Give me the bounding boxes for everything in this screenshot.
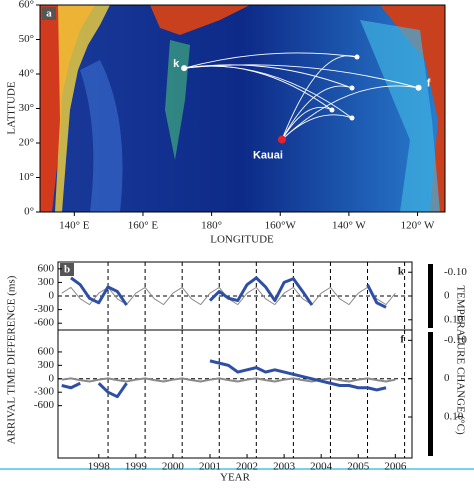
y2-tick-label: -0.10 bbox=[444, 266, 467, 278]
x-tick-label: 140° E bbox=[59, 220, 90, 232]
station bbox=[181, 65, 188, 72]
x-tick-label: 140° W bbox=[332, 220, 366, 232]
panel-label: a bbox=[46, 8, 52, 20]
ray-path bbox=[281, 106, 333, 140]
series-line bbox=[70, 276, 387, 309]
x-tick-label: 2005 bbox=[347, 461, 370, 473]
panel-tag: k bbox=[398, 266, 405, 278]
y2-tick-label: 0.10 bbox=[444, 313, 464, 325]
x-tick-label: 120° W bbox=[401, 220, 435, 232]
y2-tick-label: 0 bbox=[444, 290, 450, 302]
x-tick-label: 160°W bbox=[265, 220, 297, 232]
x-tick-label: 2002 bbox=[236, 461, 258, 473]
y-tick-label: 20° bbox=[19, 137, 34, 149]
station bbox=[415, 84, 422, 91]
panel-label-box bbox=[42, 7, 56, 20]
station-label: k bbox=[173, 58, 180, 70]
y-tick-label: 50° bbox=[19, 33, 34, 45]
y-tick-label: 300 bbox=[38, 359, 55, 371]
y-tick-label: 60° bbox=[19, 0, 34, 11]
y2-axis-bar bbox=[428, 264, 433, 328]
x-axis-title: YEAR bbox=[220, 472, 251, 484]
y2-axis-title: TEMPERATURE CHANGE (°C) bbox=[454, 285, 466, 435]
x-axis-title: LONGITUDE bbox=[210, 234, 274, 246]
y-axis-title: LATITUDE bbox=[6, 81, 18, 134]
y-tick-label: -600 bbox=[34, 317, 55, 329]
ray-path bbox=[184, 52, 358, 69]
ray-path bbox=[281, 55, 358, 140]
y-tick-label: 0° bbox=[24, 206, 34, 218]
station-label: Kauai bbox=[253, 149, 283, 161]
y2-tick-label: 0.10 bbox=[444, 411, 464, 423]
x-tick-label: 160° E bbox=[128, 220, 159, 232]
y2-tick-label: 0 bbox=[444, 372, 450, 384]
y-tick-label: 30° bbox=[19, 102, 34, 114]
y-tick-label: -600 bbox=[34, 399, 55, 411]
ray-path bbox=[281, 85, 419, 140]
x-tick-label: 2006 bbox=[384, 461, 407, 473]
x-tick-label: 1998 bbox=[88, 461, 111, 473]
y-tick-label: 10° bbox=[19, 171, 34, 183]
ray-path bbox=[281, 85, 353, 140]
y-tick-label: 0 bbox=[49, 290, 55, 302]
y-tick-label: 600 bbox=[38, 262, 55, 274]
series-line bbox=[61, 377, 396, 383]
station-label: f bbox=[427, 78, 431, 90]
station bbox=[277, 135, 286, 144]
ray-path bbox=[184, 64, 419, 89]
x-tick-label: 1999 bbox=[125, 461, 148, 473]
panel-label-box bbox=[60, 263, 74, 276]
panel-label: b bbox=[64, 264, 70, 276]
x-tick-label: 2000 bbox=[162, 461, 185, 473]
map-background bbox=[39, 4, 446, 213]
series-line bbox=[61, 359, 387, 399]
y-tick-label: -300 bbox=[34, 386, 55, 398]
y-tick-label: -300 bbox=[34, 303, 55, 315]
x-tick-label: 2004 bbox=[310, 461, 333, 473]
x-tick-label: 180° bbox=[201, 220, 222, 232]
y2-axis-bar bbox=[428, 332, 433, 456]
panel-tag: f bbox=[400, 334, 404, 346]
plot-frame bbox=[57, 329, 413, 459]
y-tick-label: 600 bbox=[38, 345, 55, 357]
y-tick-label: 0 bbox=[49, 372, 55, 384]
y-tick-label: 300 bbox=[38, 276, 55, 288]
x-tick-label: 2001 bbox=[199, 461, 221, 473]
x-tick-label: 2003 bbox=[273, 461, 296, 473]
y-tick-label: 40° bbox=[19, 68, 34, 80]
y-axis-title: ARRIVAL TIME DIFFERENCE (ms) bbox=[6, 275, 18, 444]
y2-tick-label: -0.10 bbox=[444, 334, 467, 346]
